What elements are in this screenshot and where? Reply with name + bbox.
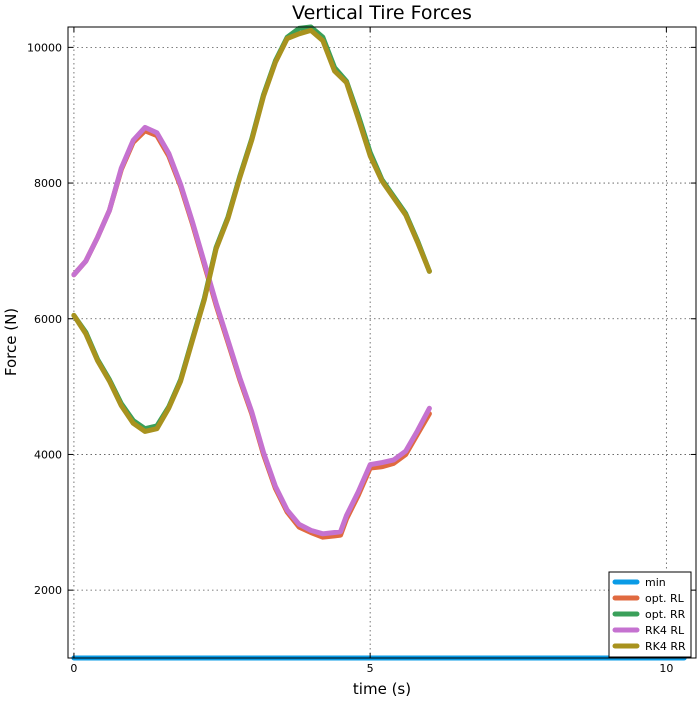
y-tick-label: 2000: [34, 584, 62, 597]
legend-label-opt-rl: opt. RL: [645, 592, 685, 605]
x-axis-title: time (s): [353, 680, 411, 698]
y-tick-label: 8000: [34, 177, 62, 190]
x-tick-label: 0: [70, 662, 77, 675]
chart-title: Vertical Tire Forces: [292, 2, 472, 24]
series-line-rk4-rl: [71, 124, 432, 537]
legend-label-opt-rr: opt. RR: [645, 608, 686, 621]
legend-label-rk4-rr: RK4 RR: [645, 640, 686, 653]
series-group: [71, 24, 687, 661]
series-line-opt-rr: [71, 24, 432, 432]
legend-label-rk4-rl: RK4 RL: [645, 624, 685, 637]
x-tick-label: 10: [659, 662, 673, 675]
ticks: 0 5 10 2000 4000 6000 8000 10000: [27, 27, 696, 675]
legend-label-min: min: [645, 576, 666, 589]
legend: min opt. RL opt. RR RK4 RL RK4 RR: [608, 571, 692, 658]
y-tick-label: 4000: [34, 448, 62, 461]
x-tick-label: 5: [367, 662, 374, 675]
series-line-rk4-rr: [71, 27, 432, 434]
y-tick-label: 6000: [34, 313, 62, 326]
series-line-opt-rl: [71, 128, 432, 540]
y-tick-label: 10000: [27, 41, 62, 54]
y-axis-title: Force (N): [2, 308, 20, 376]
plot-frame: [67, 26, 697, 659]
grid: [68, 27, 696, 658]
